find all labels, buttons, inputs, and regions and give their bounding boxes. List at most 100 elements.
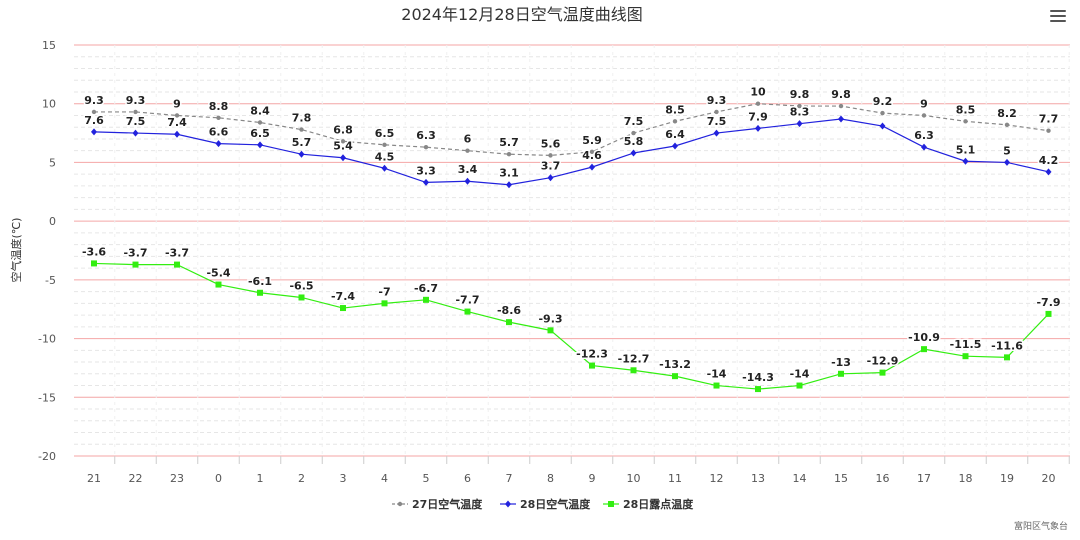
legend-item-3[interactable]: 28日露点温度 — [603, 497, 694, 511]
data-point-marker — [1004, 158, 1010, 166]
series-line — [94, 103, 1049, 156]
data-point-marker — [755, 101, 761, 106]
data-label: 5.1 — [956, 143, 976, 156]
data-label: 5.7 — [292, 136, 312, 149]
y-axis-title: 空气温度(℃) — [9, 218, 23, 283]
data-label: 9 — [920, 97, 928, 110]
data-label: 6.3 — [416, 129, 436, 142]
y-tick-label: 15 — [42, 39, 56, 52]
data-label: 6.6 — [209, 126, 229, 139]
data-point-marker — [133, 109, 138, 115]
data-point-marker — [962, 353, 969, 360]
data-point-marker — [298, 150, 305, 158]
data-label: 9.2 — [873, 95, 893, 108]
data-label: -11.5 — [950, 338, 982, 351]
data-point-marker — [506, 181, 512, 189]
data-point-marker — [215, 281, 222, 288]
data-label: 7.5 — [624, 115, 644, 128]
data-point-marker — [672, 119, 678, 124]
x-tick-label: 8 — [547, 472, 554, 485]
data-label: 9.3 — [707, 94, 727, 107]
y-tick-label: 0 — [49, 215, 56, 228]
data-point-marker — [672, 373, 678, 380]
series-line — [93, 118, 1049, 186]
data-label: -13 — [831, 356, 851, 369]
data-label: 7.8 — [292, 112, 312, 125]
data-point-marker — [382, 142, 387, 148]
data-point-marker — [1004, 122, 1010, 128]
data-point-marker — [547, 174, 554, 182]
data-label: -7.9 — [1036, 296, 1060, 309]
data-point-marker — [464, 177, 471, 185]
legend[interactable]: 27日空气温度 28日空气温度 28日露点温度 — [392, 497, 694, 511]
data-label: -10.9 — [908, 331, 940, 344]
data-label: 5.6 — [541, 137, 561, 150]
data-label: -11.6 — [991, 339, 1023, 352]
data-point-marker — [921, 113, 927, 118]
data-label: 7.7 — [1039, 113, 1059, 126]
data-label: 8.4 — [250, 105, 270, 118]
x-tick-label: 6 — [464, 472, 471, 485]
x-tick-label: 1 — [257, 472, 264, 485]
data-point-marker — [506, 319, 512, 326]
data-point-marker — [797, 103, 802, 109]
x-tick-label: 5 — [423, 472, 430, 485]
hamburger-menu-icon[interactable] — [1050, 10, 1066, 24]
x-tick-label: 16 — [876, 472, 890, 485]
data-point-marker — [713, 129, 720, 137]
data-point-marker — [91, 128, 97, 136]
data-point-marker — [465, 148, 470, 153]
data-point-marker — [608, 501, 614, 507]
data-point-marker — [216, 115, 221, 121]
data-point-marker — [257, 141, 263, 149]
data-label-layer: 9.3 9.3 9 8.8 8.4 7.8 6.8 6.5 6.3 6 5.7 5.6 5.9 7.5 8.… — [80, 84, 1062, 385]
data-point-marker — [423, 178, 429, 186]
data-point-marker — [340, 305, 346, 312]
data-point-marker — [257, 289, 263, 296]
data-point-marker — [464, 308, 471, 315]
y-tick-label: -5 — [45, 274, 56, 287]
data-label: -14 — [790, 368, 810, 381]
x-tick-label: 15 — [834, 472, 848, 485]
x-tick-label: 4 — [381, 472, 388, 485]
data-point-marker — [91, 109, 97, 115]
data-point-marker — [589, 163, 595, 171]
data-point-marker — [1045, 168, 1052, 176]
data-label: 8.3 — [790, 106, 810, 119]
data-point-marker — [1046, 128, 1051, 133]
x-tick-label: 3 — [340, 472, 347, 485]
series-layer — [91, 101, 1052, 393]
y-tick-label: 5 — [49, 156, 56, 169]
legend-item-1[interactable]: 27日空气温度 — [392, 497, 483, 511]
data-point-marker — [630, 367, 637, 374]
grid-layer — [74, 44, 1070, 464]
data-point-marker — [589, 362, 595, 369]
data-point-marker — [174, 130, 180, 138]
data-label: 5.8 — [624, 135, 644, 148]
data-point-marker — [838, 115, 844, 123]
data-label: 6.5 — [250, 127, 270, 140]
data-point-marker — [299, 127, 304, 132]
y-tick-label: -15 — [38, 391, 56, 404]
data-label: -14.3 — [742, 371, 774, 384]
data-point-marker — [962, 157, 969, 165]
data-point-marker — [132, 261, 139, 268]
data-point-marker — [215, 140, 222, 148]
data-point-marker — [921, 346, 927, 353]
legend-label: 27日空气温度 — [412, 497, 483, 511]
x-tick-label: 22 — [129, 472, 143, 485]
y-tick-label: -20 — [38, 450, 56, 463]
chart-title: 2024年12月28日空气温度曲线图 — [401, 5, 642, 24]
x-tick-label: 18 — [959, 472, 973, 485]
legend-item-2[interactable]: 28日空气温度 — [500, 497, 591, 511]
data-label: 5.4 — [333, 140, 353, 153]
data-point-marker — [921, 143, 927, 151]
data-label: 9.3 — [84, 94, 104, 107]
series-3 — [91, 260, 1052, 393]
data-label: -6.5 — [289, 279, 313, 292]
legend-label: 28日空气温度 — [520, 497, 591, 511]
data-point-marker — [838, 370, 844, 377]
data-point-marker — [1004, 354, 1010, 361]
data-label: 7.6 — [84, 114, 104, 127]
